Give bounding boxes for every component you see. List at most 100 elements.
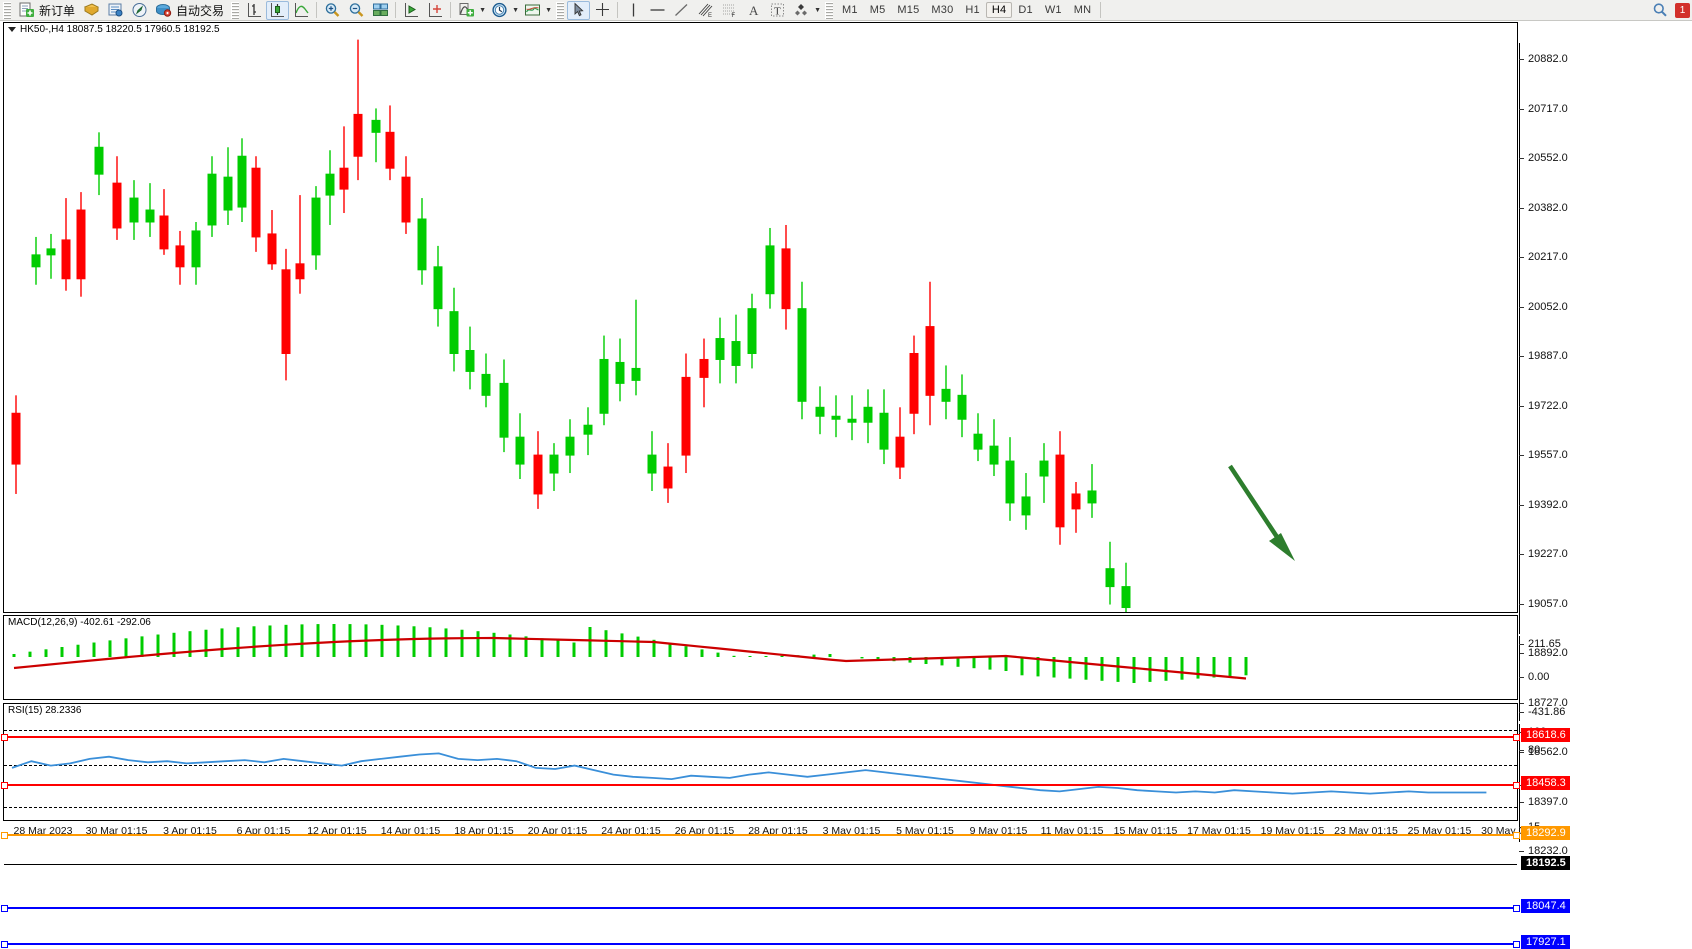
price-tick: 19057.0 [1519, 598, 1568, 610]
trendline-icon[interactable] [669, 1, 693, 20]
tab-timeframe-m5[interactable]: M5 [869, 4, 886, 16]
toolbar-grip-2[interactable] [231, 1, 240, 19]
toolbar-separator-4 [617, 2, 619, 18]
add-indicator-icon[interactable] [454, 1, 478, 20]
level-anchor-right[interactable] [1513, 905, 1520, 913]
templates-icon[interactable] [520, 1, 544, 20]
text-label-icon[interactable]: A [741, 1, 765, 20]
toolbar-separator [316, 2, 318, 18]
svg-text:A: A [749, 3, 759, 18]
templates-dropdown-icon[interactable]: ▼ [545, 6, 552, 14]
macd-axis-line [1519, 636, 1520, 721]
price-label-support-lower[interactable]: 17927.1 [1521, 935, 1570, 949]
price-label-current-price[interactable]: 18192.5 [1521, 855, 1570, 870]
zoom-out-icon[interactable] [344, 1, 368, 20]
vline-icon[interactable] [621, 1, 645, 20]
rsi-tick: 80 [1519, 744, 1540, 756]
line-chart-icon[interactable] [289, 1, 313, 20]
bar-chart-icon[interactable] [242, 1, 266, 20]
level-line-17927-1[interactable] [1, 941, 1520, 949]
zoom-in-icon[interactable] [320, 1, 344, 20]
rsi-label[interactable]: RSI(15) 28.2336 [8, 705, 82, 716]
price-tick: 20717.0 [1519, 103, 1568, 115]
price-label-resistance-upper[interactable]: 18618.6 [1521, 728, 1570, 743]
level-line-18618-6[interactable] [1, 734, 1520, 742]
level-anchor-right[interactable] [1513, 782, 1520, 790]
fibonacci-icon[interactable]: F [717, 1, 741, 20]
price-tick: 20382.0 [1519, 202, 1568, 214]
level-anchor-right[interactable] [1513, 831, 1520, 839]
period-icon[interactable] [487, 1, 511, 20]
objects-icon[interactable] [789, 1, 813, 20]
hline-icon[interactable] [645, 1, 669, 20]
tab-timeframe-m1[interactable]: M1 [842, 4, 858, 16]
level-anchor-right[interactable] [1513, 734, 1520, 742]
price-label-pivot[interactable]: 18292.9 [1521, 825, 1570, 840]
candlestick-series [11, 39, 1131, 612]
symbol-header[interactable]: HK50-,H4 18087.5 18220.5 17960.5 18192.5 [8, 24, 220, 35]
search-icon[interactable] [1648, 1, 1672, 20]
rsi-pane[interactable]: RSI(15) 28.2336 [3, 703, 1518, 821]
price-label-support-upper[interactable]: 18047.4 [1521, 899, 1570, 914]
chart-dropdown-icon[interactable] [8, 26, 16, 32]
toolbar-grip[interactable] [3, 1, 11, 19]
level-anchor-left[interactable] [1, 831, 8, 839]
objects-dropdown-icon[interactable]: ▼ [814, 6, 821, 14]
equidistant-channel-icon[interactable]: E [693, 1, 717, 20]
toolbar-grip-4[interactable] [825, 1, 834, 19]
macd-pane[interactable]: MACD(12,26,9) -402.61 -292.06 [3, 615, 1518, 700]
tab-timeframe-d1[interactable]: D1 [1018, 4, 1033, 16]
autotrading-label[interactable]: 自动交易 [176, 3, 225, 18]
price-tick: 20882.0 [1519, 53, 1568, 65]
level-anchor-left[interactable] [1, 782, 8, 790]
price-tick: 19227.0 [1519, 548, 1568, 560]
macd-label[interactable]: MACD(12,26,9) -402.61 -292.06 [8, 617, 151, 628]
tab-timeframe-h4[interactable]: H4 [985, 2, 1013, 18]
toolbar-grip-3[interactable] [556, 1, 565, 19]
crosshair-icon[interactable] [590, 1, 614, 20]
price-tick: 20217.0 [1519, 251, 1568, 263]
price-tick: 18562.0 [1519, 746, 1568, 758]
scroll-end-icon[interactable] [399, 1, 423, 20]
price-axis[interactable]: 20882.0 20717.0 20552.0 20382.0 20217.0 20052… [1519, 43, 1692, 949]
price-pane[interactable]: HK50-,H4 18087.5 18220.5 17960.5 18192.5 [1, 22, 1520, 949]
level-line-18292-9[interactable] [1, 831, 1520, 839]
tab-timeframe-h1[interactable]: H1 [965, 4, 980, 16]
candlestick-icon[interactable] [266, 0, 290, 20]
cursor-icon[interactable] [567, 0, 591, 20]
level-anchor-right[interactable] [1513, 941, 1520, 949]
new-order-label[interactable]: 新订单 [39, 3, 76, 18]
level-anchor-left[interactable] [1, 941, 8, 949]
tile-windows-icon[interactable] [368, 1, 392, 20]
chart-shift-icon[interactable] [423, 1, 447, 20]
tab-timeframe-mn[interactable]: MN [1073, 4, 1092, 16]
price-label-resistance-lower[interactable]: 18458.3 [1521, 776, 1570, 791]
toolbar-right-group: 1 [1648, 1, 1692, 20]
tab-timeframe-w1[interactable]: W1 [1044, 4, 1062, 16]
alert-badge[interactable]: 1 [1675, 2, 1690, 18]
navigator-icon[interactable] [127, 1, 151, 20]
time-axis[interactable]: 28 Mar 2023 30 Mar 01:15 3 Apr 01:15 6 Apr … [3, 822, 1545, 842]
toolbar-separator-2 [395, 2, 397, 18]
wallet-icon[interactable] [79, 1, 103, 20]
tab-timeframe-m15[interactable]: M15 [897, 4, 920, 16]
terminal-icon[interactable] [103, 1, 127, 20]
autotrading-icon[interactable] [151, 1, 175, 20]
symbol-ohlc-text: HK50-,H4 18087.5 18220.5 17960.5 18192.5 [20, 24, 220, 35]
level-anchor-left[interactable] [1, 905, 8, 913]
level-anchor-left[interactable] [1, 734, 8, 742]
level-line-18458-3[interactable] [1, 782, 1520, 790]
macd-axis[interactable]: 211.65 0.00 -431.86 [1519, 636, 1692, 721]
svg-text:T: T [774, 6, 781, 18]
level-line-18047-4[interactable] [1, 905, 1520, 913]
tab-timeframe-m30[interactable]: M30 [931, 4, 954, 16]
text-icon[interactable]: T [765, 1, 789, 20]
period-dropdown-icon[interactable]: ▼ [512, 6, 519, 14]
toolbar-separator-5 [1100, 2, 1102, 18]
price-tick: 19392.0 [1519, 499, 1568, 511]
new-order-icon[interactable] [14, 1, 38, 20]
add-indicator-dropdown-icon[interactable]: ▼ [479, 6, 486, 14]
macd-tick: 0.00 [1519, 671, 1549, 683]
down-arrow-annotation[interactable] [1225, 461, 1305, 571]
